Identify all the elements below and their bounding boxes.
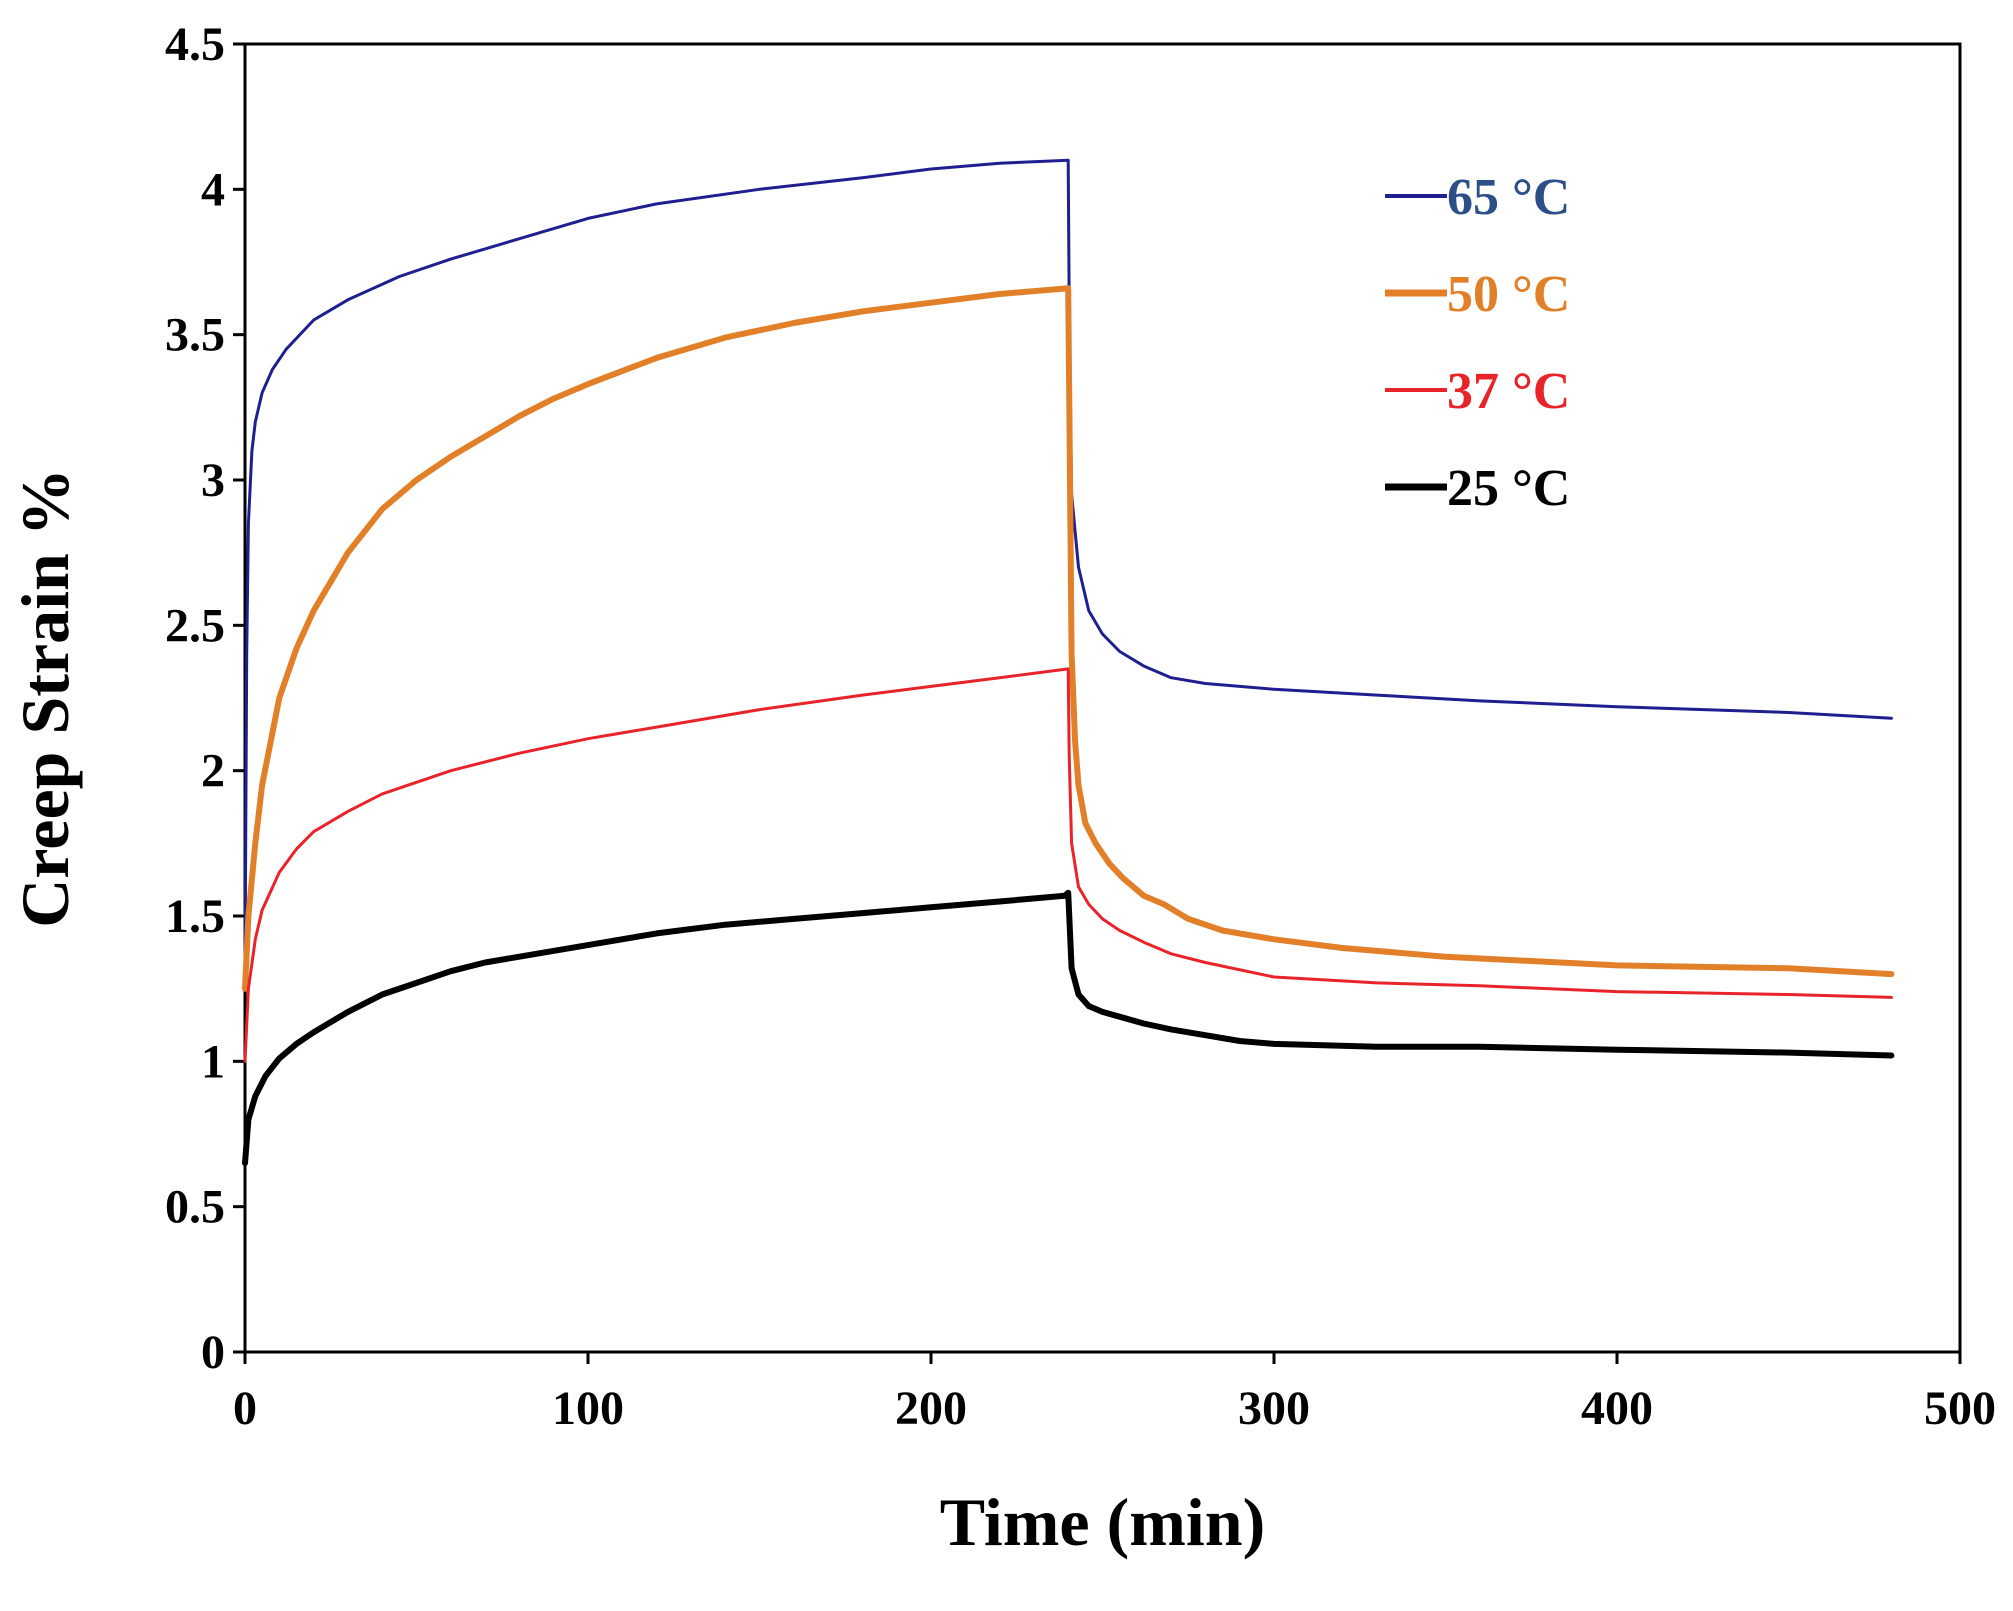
series-line-2: [243, 667, 1893, 1063]
y-tick-label: 3.5: [165, 309, 225, 362]
y-tick-label: 1.5: [165, 890, 225, 943]
x-tick-label: 0: [233, 1382, 257, 1435]
y-tick-label: 2: [201, 745, 225, 798]
legend-label: 50 °C: [1447, 266, 1570, 323]
x-axis-title: Time (min): [940, 1484, 1266, 1560]
y-tick-label: 0.5: [165, 1181, 225, 1234]
y-axis-title: Creep Strain %: [7, 468, 83, 928]
x-tick-label: 100: [552, 1382, 624, 1435]
x-tick-label: 400: [1581, 1382, 1653, 1435]
x-tick-label: 500: [1924, 1382, 1996, 1435]
x-tick-label: 300: [1238, 1382, 1310, 1435]
y-tick-label: 2.5: [165, 599, 225, 652]
y-tick-label: 4: [201, 163, 225, 216]
series-line-0: [243, 158, 1893, 976]
legend-label: 25 °C: [1447, 460, 1570, 517]
legend-label: 65 °C: [1447, 169, 1570, 226]
y-tick-label: 4.5: [165, 18, 225, 71]
plot-area: [243, 42, 1962, 1354]
legend-label: 37 °C: [1447, 363, 1570, 420]
y-tick-label: 0: [201, 1326, 225, 1379]
series-line-1: [242, 285, 1895, 992]
x-tick-label: 200: [895, 1382, 967, 1435]
y-tick-label: 1: [201, 1035, 225, 1088]
series-line-3: [242, 889, 1895, 1167]
y-tick-label: 3: [201, 454, 225, 507]
